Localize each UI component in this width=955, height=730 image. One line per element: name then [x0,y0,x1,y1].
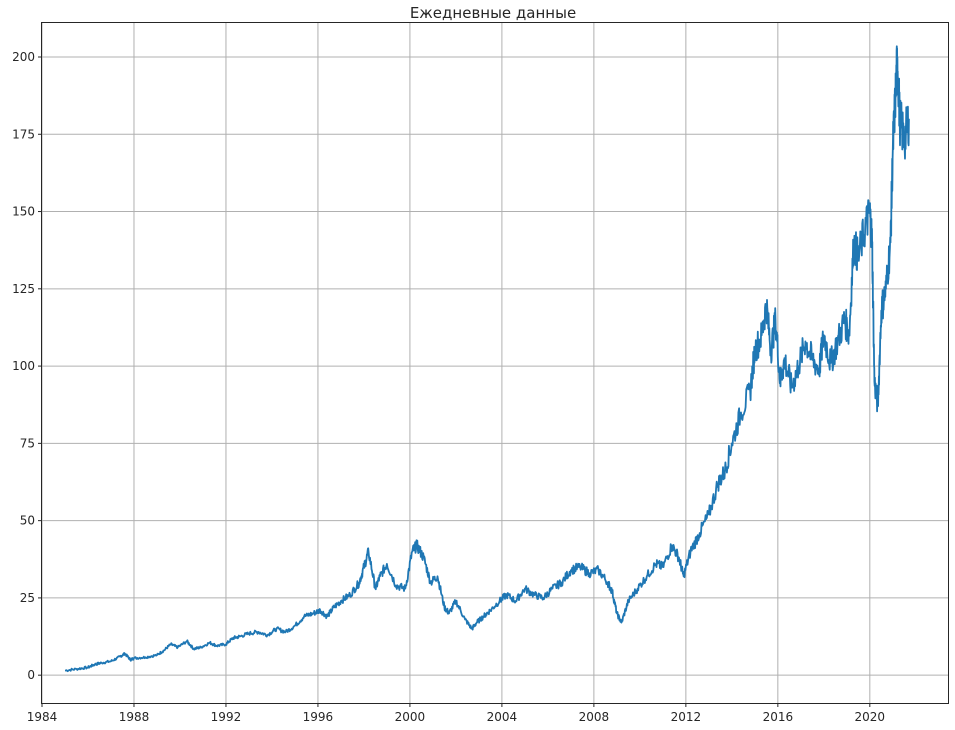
series-line [64,45,910,673]
x-tick-label: 1992 [211,710,242,724]
y-tick-label: 150 [12,205,35,219]
y-tick-label: 125 [12,282,35,296]
x-tick-label: 1988 [119,710,150,724]
x-tick-label: 2004 [487,710,518,724]
chart-title: Ежедневные данные [410,4,576,22]
x-tick-label: 2008 [579,710,610,724]
x-tick-label: 2016 [763,710,794,724]
x-tick-label: 2012 [671,710,702,724]
y-tick-label: 0 [27,668,35,682]
x-tick-label: 2000 [395,710,426,724]
y-tick-label: 75 [20,436,35,450]
x-axis: 1984 1988 1992 1996 2000 2004 2008 2012 2016 2020 [27,703,885,724]
x-tick-label: 1996 [303,710,334,724]
y-tick-label: 25 [20,591,35,605]
grid-lines [41,23,948,703]
series-layer [64,45,910,673]
y-axis: 0 25 50 75 100 125 150 175 200 [12,50,42,682]
plot-frame [41,22,949,704]
y-tick-label: 200 [12,50,35,64]
y-tick-label: 175 [12,127,35,141]
y-tick-label: 100 [12,359,35,373]
x-tick-label: 2020 [855,710,886,724]
x-tick-label: 1984 [27,710,58,724]
y-tick-label: 50 [20,514,35,528]
